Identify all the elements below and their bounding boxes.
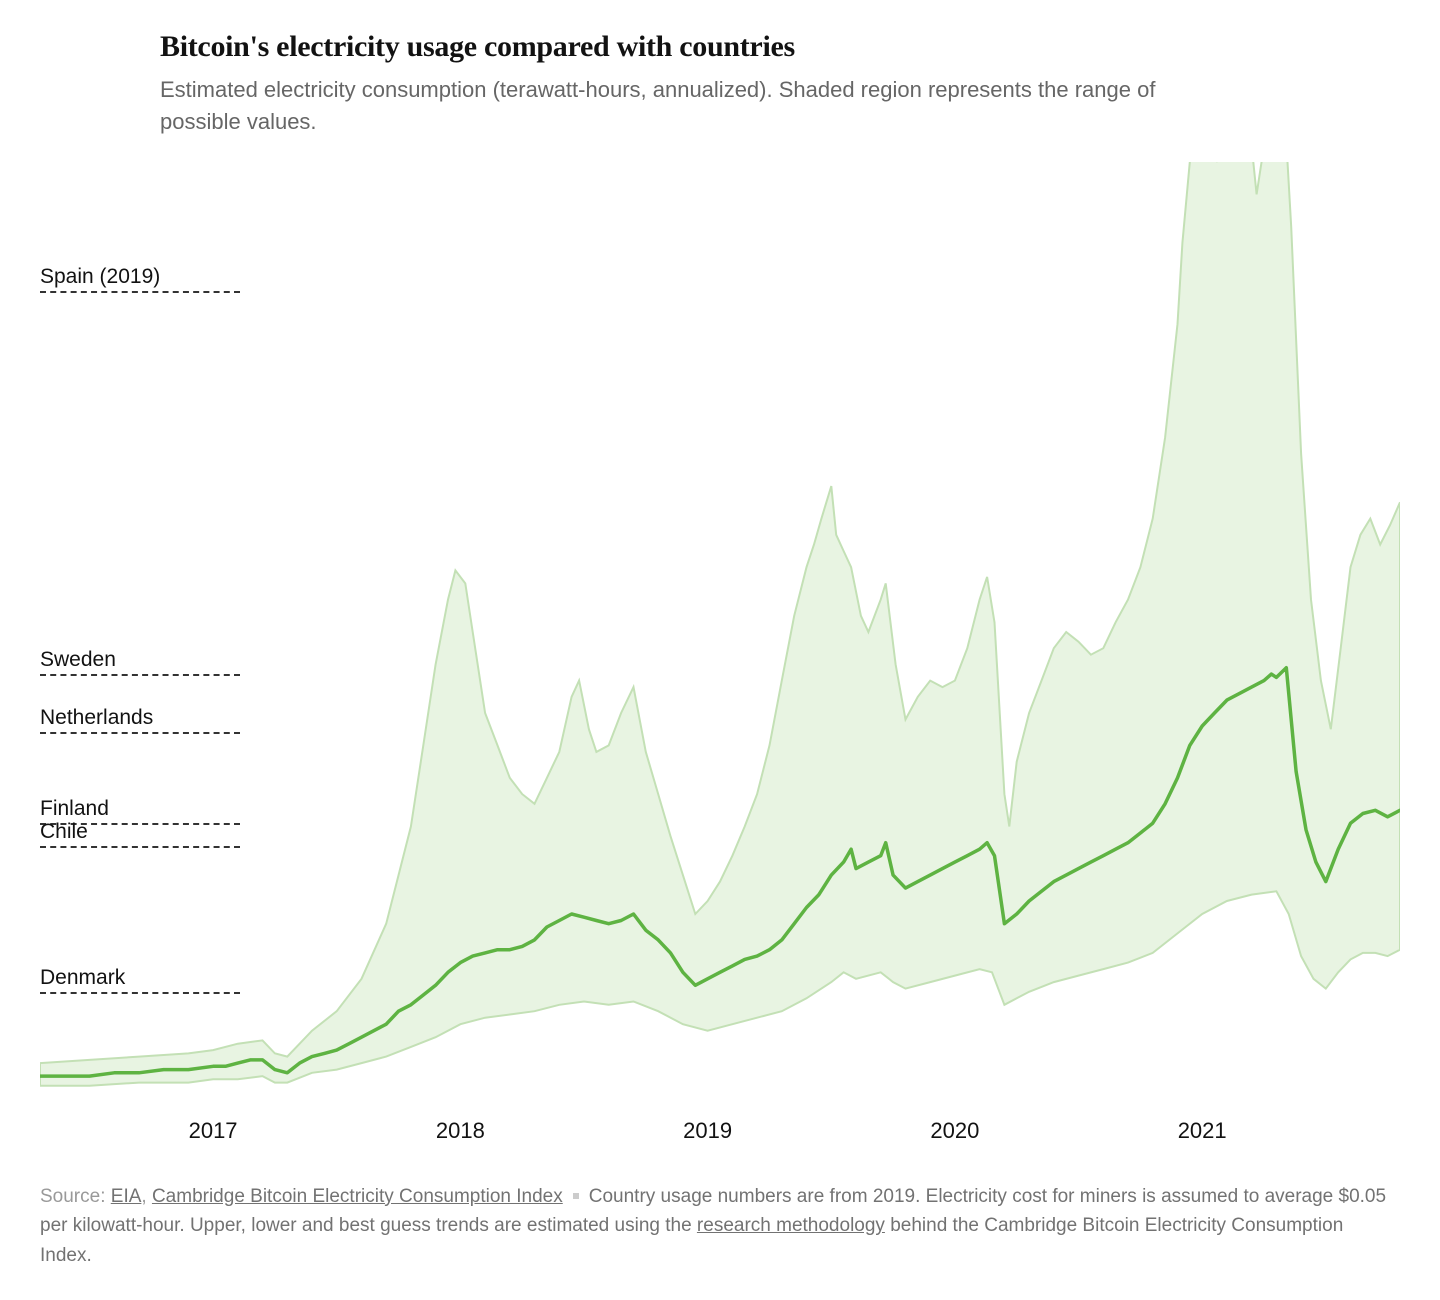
x-axis-tick: 2021: [1178, 1118, 1227, 1144]
chart-title: Bitcoin's electricity usage compared wit…: [160, 30, 1400, 64]
x-axis-tick: 2020: [930, 1118, 979, 1144]
separator-icon: [573, 1193, 579, 1199]
country-reference-line: [40, 732, 240, 734]
country-reference-line: [40, 846, 240, 848]
chart-subtitle: Estimated electricity consumption (teraw…: [160, 74, 1220, 138]
x-axis-tick: 2018: [436, 1118, 485, 1144]
x-axis-tick: 2017: [189, 1118, 238, 1144]
country-label: Sweden: [40, 648, 240, 671]
x-axis-tick: 2019: [683, 1118, 732, 1144]
source-link-cambridge[interactable]: Cambridge Bitcoin Electricity Consumptio…: [152, 1186, 563, 1207]
country-label: Netherlands: [40, 706, 240, 729]
source-link-eia[interactable]: EIA: [111, 1186, 142, 1207]
country-reference-line: [40, 992, 240, 994]
chart-container: Bitcoin's electricity usage compared wit…: [40, 30, 1400, 1270]
methodology-link[interactable]: research methodology: [697, 1215, 885, 1236]
uncertainty-band: [40, 162, 1400, 1086]
chart-footer: Source: EIA, Cambridge Bitcoin Electrici…: [40, 1182, 1400, 1270]
country-reference-line: [40, 674, 240, 676]
plot-area: Spain (2019) Sweden Netherlands FinlandChil…: [40, 162, 1400, 1162]
country-label: Chile: [40, 820, 240, 843]
source-label: Source:: [40, 1186, 111, 1207]
country-label: Spain (2019): [40, 265, 240, 288]
chart-svg: [40, 162, 1400, 1162]
country-label: Denmark: [40, 966, 240, 989]
country-reference-line: [40, 291, 240, 293]
country-label: Finland: [40, 797, 240, 820]
